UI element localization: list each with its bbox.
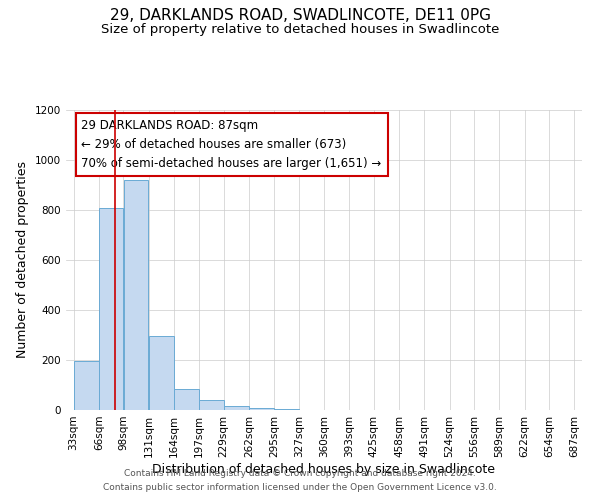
Bar	[74, 361, 99, 410]
Bar	[249, 408, 274, 410]
Y-axis label: Number of detached properties: Number of detached properties	[16, 162, 29, 358]
Text: Size of property relative to detached houses in Swadlincote: Size of property relative to detached ho…	[101, 22, 499, 36]
X-axis label: Distribution of detached houses by size in Swadlincote: Distribution of detached houses by size …	[152, 462, 496, 475]
Text: 29 DARKLANDS ROAD: 87sqm
← 29% of detached houses are smaller (673)
70% of semi-: 29 DARKLANDS ROAD: 87sqm ← 29% of detach…	[82, 119, 382, 170]
Bar	[99, 208, 123, 410]
Bar	[149, 336, 174, 410]
Text: Contains public sector information licensed under the Open Government Licence v3: Contains public sector information licen…	[103, 484, 497, 492]
Bar	[274, 409, 299, 410]
Text: Contains HM Land Registry data © Crown copyright and database right 2024.: Contains HM Land Registry data © Crown c…	[124, 468, 476, 477]
Bar	[124, 180, 148, 410]
Text: 29, DARKLANDS ROAD, SWADLINCOTE, DE11 0PG: 29, DARKLANDS ROAD, SWADLINCOTE, DE11 0P…	[110, 8, 491, 22]
Bar	[224, 406, 249, 410]
Bar	[199, 400, 224, 410]
Bar	[174, 389, 199, 410]
